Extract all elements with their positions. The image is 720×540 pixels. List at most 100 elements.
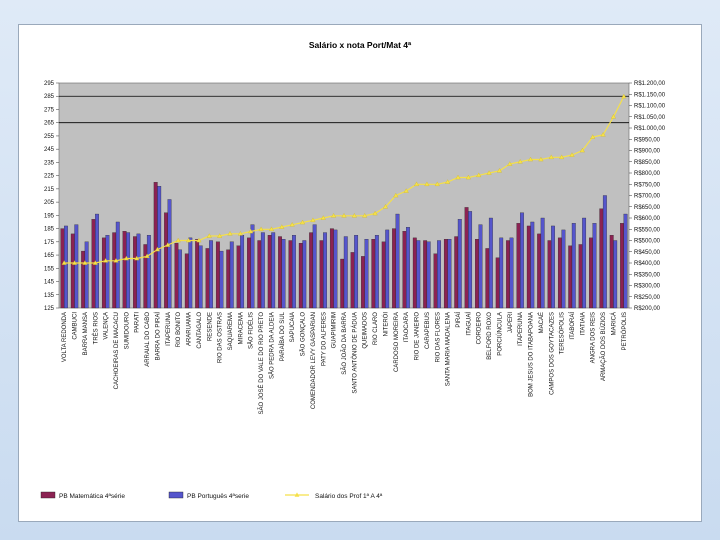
- salary-point: [382, 204, 389, 209]
- x-tick-label: CAMPOS DOS GOYTACAZES: [549, 312, 555, 395]
- bar-portugues: [520, 212, 524, 309]
- salary-point: [393, 192, 399, 198]
- bar-portugues: [229, 241, 234, 309]
- bar-matematica: [226, 249, 231, 309]
- slide-panel: Salário x nota Port/Mat 4ª 125 135 145 155 16…: [18, 24, 702, 522]
- bar-portugues: [260, 232, 265, 309]
- bar-matematica: [361, 256, 365, 309]
- bar-matematica: [475, 239, 479, 309]
- salary-point: [165, 242, 171, 247]
- salary-point: [600, 132, 606, 137]
- x-tick-label: MACAÉ: [538, 312, 545, 333]
- salary-point: [362, 213, 368, 218]
- bar-matematica: [537, 233, 542, 309]
- bar-portugues: [209, 240, 213, 309]
- salary-point: [455, 174, 461, 180]
- x-tick-label: ARARUAMA: [187, 312, 193, 346]
- bar-portugues: [395, 213, 400, 309]
- bar-portugues: [281, 239, 286, 309]
- x-tick-label: VOLTA REDONDA: [62, 312, 68, 362]
- salary-point: [227, 231, 233, 236]
- bar-portugues: [374, 235, 379, 309]
- y-left-tick-label: 145: [44, 280, 55, 286]
- x-tick-label: CARAPEBUS: [425, 312, 431, 349]
- x-tick-label: ITAOCARA: [404, 312, 410, 342]
- y-right-tick-label: R$1.200,00: [634, 81, 666, 87]
- salary-point: [103, 258, 109, 263]
- bar-matematica: [60, 228, 65, 309]
- y-left-tick-label: 275: [44, 107, 55, 113]
- bar-portugues: [478, 224, 483, 309]
- y-right-tick-label: R$200,00: [634, 306, 661, 312]
- x-tick-label: PORCIÚNCULA: [496, 312, 503, 356]
- salary-point: [144, 253, 150, 259]
- x-tick-label: RIO BONITO: [176, 312, 182, 348]
- bar-matematica: [267, 235, 272, 309]
- bar-matematica: [412, 237, 417, 309]
- bar-portugues: [167, 199, 172, 309]
- bar-matematica: [143, 244, 148, 309]
- x-tick-label: ITAGUAÍ: [465, 312, 472, 336]
- y-right-tick-label: R$800,00: [634, 171, 661, 177]
- bar-matematica: [381, 241, 386, 309]
- salary-point: [258, 226, 264, 232]
- salary-point: [175, 237, 181, 243]
- x-tick-label: MARICÁ: [610, 312, 617, 335]
- x-tick-label: SÃO FIDÉLIS: [248, 312, 255, 349]
- y-left-tick-label: 195: [44, 213, 55, 219]
- bar-portugues: [437, 240, 441, 309]
- bar-portugues: [323, 232, 327, 309]
- bar-portugues: [582, 217, 587, 309]
- bar-matematica: [547, 240, 552, 309]
- y-left-tick-label: 225: [44, 174, 55, 180]
- salary-point: [113, 258, 119, 263]
- x-tick-label: BARRA DO PIRAÍ: [154, 312, 161, 361]
- bar-portugues: [364, 239, 369, 309]
- salary-point: [434, 181, 440, 187]
- x-tick-label: RIO DE JANEIRO: [415, 312, 421, 361]
- x-tick-label: SANTA MARIA MADALENA: [446, 312, 452, 386]
- bar-portugues: [136, 233, 141, 309]
- salary-point: [538, 156, 544, 162]
- bar-matematica: [278, 236, 282, 309]
- bar-matematica: [257, 240, 262, 309]
- bar-portugues: [95, 213, 99, 309]
- bar-matematica: [495, 257, 500, 309]
- salary-point: [548, 154, 554, 160]
- bar-portugues: [146, 235, 151, 309]
- bar-portugues: [333, 229, 338, 309]
- bar-matematica: [205, 248, 210, 309]
- salary-point: [621, 93, 627, 99]
- bar-portugues: [416, 240, 421, 309]
- bar-portugues: [188, 237, 193, 309]
- bar-portugues: [385, 229, 390, 309]
- y-left-tick-label: 135: [44, 293, 55, 299]
- x-tick-label: RESENDE: [207, 312, 213, 341]
- x-tick-label: SÃO JOSÉ DO VALE DO RIO PRETO: [258, 312, 265, 415]
- chart-title: Salário x nota Port/Mat 4ª: [309, 40, 412, 50]
- y-right-tick-label: R$500,00: [634, 239, 661, 245]
- salary-point: [517, 159, 523, 164]
- y-left-tick-label: 155: [44, 266, 55, 272]
- salary-point: [507, 161, 513, 166]
- bar-matematica: [443, 239, 448, 309]
- salary-point: [206, 233, 212, 238]
- x-tick-label: SÃO PEDRA DA ALDEIA: [268, 312, 275, 379]
- bar-portugues: [271, 232, 276, 309]
- x-tick-label: ANGRA DOS REIS: [591, 312, 597, 363]
- bar-portugues: [571, 223, 576, 309]
- salary-point: [372, 210, 378, 216]
- bar-portugues: [250, 224, 255, 309]
- x-tick-label: ARRAIAL DO CABO: [145, 312, 151, 367]
- y-right-tick-label: R$650,00: [634, 205, 661, 211]
- bar-portugues: [115, 221, 120, 309]
- bar-matematica: [164, 212, 168, 309]
- bar-portugues: [64, 225, 68, 309]
- bar-matematica: [153, 182, 158, 309]
- legend-label-2: Salário dos Prof 1ª A 4ª: [315, 493, 383, 500]
- bar-portugues: [540, 217, 545, 309]
- x-tick-label: SÃO JOÃO DA BARRA: [341, 312, 348, 375]
- salary-point: [61, 260, 67, 265]
- salary-point: [310, 217, 316, 223]
- bar-matematica: [112, 232, 117, 309]
